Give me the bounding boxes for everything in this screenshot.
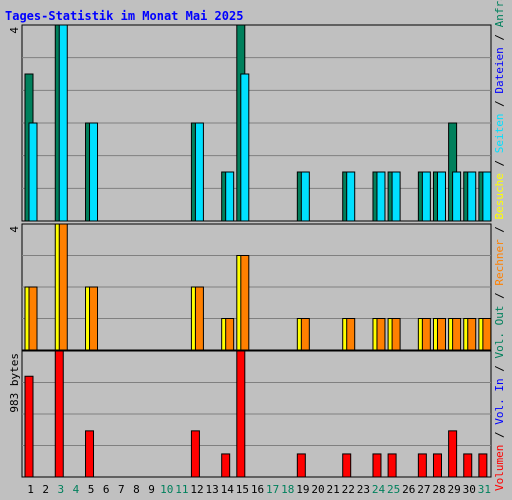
- x-tick-label: 2: [42, 483, 49, 496]
- bar-volumen-day-24: [372, 453, 382, 478]
- x-tick-label: 19: [296, 483, 309, 496]
- x-tick-label: 17: [266, 483, 279, 496]
- x-tick-label: 27: [417, 483, 430, 496]
- bar-volumen-day-30: [463, 453, 473, 478]
- bar-seiten-day-24: [376, 171, 386, 222]
- bar-rechner-day-31: [482, 318, 492, 351]
- bar-volumen-day-22: [342, 453, 352, 478]
- bar-volumen-day-29: [448, 430, 458, 478]
- bar-seiten-day-1: [28, 122, 38, 222]
- x-tick-label: 31: [478, 483, 491, 496]
- x-tick-label: 6: [103, 483, 110, 496]
- bar-rechner-day-29: [452, 318, 462, 351]
- x-tick-label: 23: [357, 483, 370, 496]
- bar-rechner-day-25: [391, 318, 401, 351]
- bar-seiten-day-25: [391, 171, 401, 222]
- x-tick-label: 12: [190, 483, 203, 496]
- bar-seiten-day-5: [89, 122, 99, 222]
- bar-volumen-day-3: [54, 350, 64, 478]
- bar-rechner-day-14: [225, 318, 235, 351]
- x-tick-label: 15: [236, 483, 249, 496]
- x-tick-label: 5: [88, 483, 95, 496]
- bar-seiten-day-14: [225, 171, 235, 222]
- bar-seiten-day-22: [346, 171, 356, 222]
- bar-volumen-day-1: [24, 375, 34, 478]
- legend-entry: Volumen: [493, 445, 506, 491]
- bar-seiten-day-31: [482, 171, 492, 222]
- x-tick-label: 7: [118, 483, 125, 496]
- y-max-label-middle: 4: [8, 226, 21, 233]
- bar-rechner-day-12: [194, 286, 204, 351]
- x-tick-label: 25: [387, 483, 400, 496]
- x-tick-label: 21: [327, 483, 340, 496]
- x-tick-label: 29: [448, 483, 461, 496]
- bar-seiten-day-15: [240, 73, 250, 222]
- bar-rechner-day-28: [436, 318, 446, 351]
- bar-volumen-day-15: [236, 350, 246, 478]
- bar-seiten-day-27: [421, 171, 431, 222]
- bar-volumen-day-5: [85, 430, 95, 478]
- bar-rechner-day-15: [240, 255, 250, 351]
- bar-rechner-day-19: [300, 318, 310, 351]
- legend-entry: /: [493, 94, 506, 114]
- bar-rechner-day-5: [89, 286, 99, 351]
- legend-entry: Besuche: [493, 173, 506, 219]
- bar-rechner-day-3: [58, 223, 68, 351]
- x-tick-label: 9: [148, 483, 155, 496]
- y-max-label-bottom: 983 bytes: [8, 353, 21, 413]
- bar-seiten-day-12: [194, 122, 204, 222]
- bar-seiten-day-30: [467, 171, 477, 222]
- x-tick-label: 8: [133, 483, 140, 496]
- bar-rechner-day-22: [346, 318, 356, 351]
- bar-volumen-day-27: [417, 453, 427, 478]
- legend-entry: Rechner: [493, 239, 506, 286]
- legend-entry: /: [493, 425, 506, 445]
- y-max-label-top: 4: [8, 27, 21, 34]
- legend-entry: Vol. In: [493, 378, 506, 424]
- bar-volumen-day-14: [221, 453, 231, 478]
- x-tick-label: 3: [58, 483, 65, 496]
- x-tick-label: 18: [281, 483, 294, 496]
- legend-right: Volumen / Vol. In / Vol. Out / Rechner /…: [493, 0, 506, 491]
- bar-volumen-day-12: [190, 430, 200, 478]
- x-tick-label: 16: [251, 483, 264, 496]
- x-tick-label: 14: [221, 483, 235, 496]
- legend-entry: /: [493, 286, 506, 306]
- legend-entry: /: [493, 27, 506, 47]
- bar-volumen-day-19: [296, 453, 306, 478]
- x-tick-label: 4: [73, 483, 80, 496]
- x-tick-label: 20: [311, 483, 324, 496]
- x-tick-label: 30: [463, 483, 476, 496]
- legend-entry: Dateien: [493, 47, 506, 93]
- bar-volumen-day-31: [478, 453, 488, 478]
- legend-entry: /: [493, 219, 506, 239]
- bar-seiten-day-3: [58, 24, 68, 222]
- bar-volumen-day-25: [387, 453, 397, 478]
- legend-entry: Seiten: [493, 113, 506, 153]
- x-tick-label: 11: [175, 483, 188, 496]
- x-tick-label: 1: [27, 483, 34, 496]
- x-tick-label: 26: [402, 483, 415, 496]
- bar-rechner-day-30: [467, 318, 477, 351]
- bar-seiten-day-28: [436, 171, 446, 222]
- legend-entry: Vol. Out: [493, 306, 506, 359]
- chart-title: Tages-Statistik im Monat Mai 2025: [5, 9, 243, 23]
- x-tick-label: 10: [160, 483, 173, 496]
- legend-entry: Anfragen: [493, 0, 506, 27]
- bar-rechner-day-1: [28, 286, 38, 351]
- x-tick-label: 24: [372, 483, 386, 496]
- bar-rechner-day-24: [376, 318, 386, 351]
- x-tick-label: 22: [342, 483, 355, 496]
- x-tick-label: 13: [205, 483, 218, 496]
- bar-volumen-day-28: [432, 453, 442, 478]
- bar-seiten-day-29: [452, 171, 462, 222]
- bar-rechner-day-27: [421, 318, 431, 351]
- legend-entry: /: [493, 359, 506, 379]
- legend-entry: /: [493, 153, 506, 173]
- bar-seiten-day-19: [300, 171, 310, 222]
- x-tick-label: 28: [432, 483, 445, 496]
